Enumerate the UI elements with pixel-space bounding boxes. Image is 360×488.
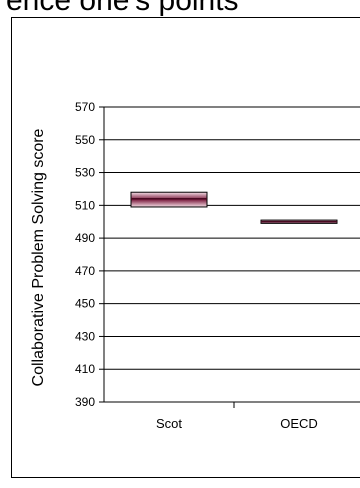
y-tick-label: 530 [75, 166, 95, 180]
y-tick-label: 510 [75, 198, 95, 212]
y-tick-label: 570 [75, 100, 95, 114]
x-tick-label: OECD [280, 416, 318, 431]
y-tick-label: 550 [75, 133, 95, 147]
y-tick-label: 470 [75, 264, 95, 278]
y-tick-label: 430 [75, 329, 95, 343]
y-tick-label: 410 [75, 362, 95, 376]
x-tick-label: Scot [156, 416, 182, 431]
range-box-scot [130, 191, 208, 208]
chart: 390 410 430 450 470 490 510 530 550 570 Collaborat… [30, 100, 360, 431]
page-title: ence one's points [6, 0, 239, 17]
y-tick-label: 450 [75, 297, 95, 311]
y-tick-label: 490 [75, 231, 95, 245]
y-tick-label: 390 [75, 395, 95, 409]
y-axis-title: Collaborative Problem Solving score [30, 128, 47, 386]
chart-frame: 390 410 430 450 470 490 510 530 550 570 Collaborat… [11, 17, 360, 478]
